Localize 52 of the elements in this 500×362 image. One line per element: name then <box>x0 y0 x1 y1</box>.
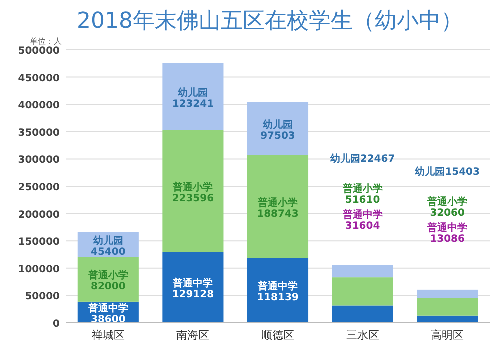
data-label: 45400 <box>91 246 126 258</box>
bar <box>247 102 309 156</box>
text: 幼儿园 <box>178 88 208 99</box>
y-tick-label: 200000 <box>18 210 60 221</box>
x-tick-label: 南海区 <box>176 329 210 342</box>
y-tick-label: 250000 <box>18 182 60 194</box>
data-label: 38600 <box>91 314 126 326</box>
annotation: 普通中学 13086 <box>426 222 468 245</box>
text: 普通中学 <box>258 282 298 293</box>
annotation: 幼儿园15403 <box>414 166 480 178</box>
annotation: 普通中学 31604 <box>342 209 383 232</box>
bar <box>417 316 478 323</box>
data-label: 129128 <box>172 290 214 301</box>
data-label: 188743 <box>257 208 299 220</box>
y-tick-label: 100000 <box>18 264 60 276</box>
text: 普通小学 <box>173 182 214 194</box>
bar <box>332 265 394 278</box>
data-label: 123241 <box>172 98 214 110</box>
x-tick-label: 禅城区 <box>92 329 125 342</box>
y-tick-label: 450000 <box>18 73 60 84</box>
annotation: 幼儿园22467 <box>329 153 396 165</box>
data-label: 223596 <box>172 193 214 204</box>
y-tick-label: 400000 <box>18 100 60 112</box>
bar <box>417 290 478 298</box>
series-label: 幼儿园 <box>92 234 124 247</box>
x-tick-label: 高明区 <box>431 329 464 342</box>
bar <box>162 130 224 252</box>
data-label: 82000 <box>91 282 126 293</box>
y-tick-label: 50000 <box>25 292 60 303</box>
text: 普通中学 <box>173 278 214 290</box>
y-tick-label: 150000 <box>18 237 60 248</box>
bar <box>162 63 224 130</box>
annotation: 普通小学 32060 <box>426 196 468 219</box>
bar <box>332 278 394 306</box>
x-tick-label: 三水区 <box>346 329 380 342</box>
text: 普通小学 <box>88 270 128 282</box>
series-label: 普通中学 <box>87 302 128 314</box>
data-label: 118139 <box>257 292 299 304</box>
data-label: 97503 <box>260 130 296 142</box>
bar <box>247 155 309 258</box>
annotation: 普通小学 51610 <box>342 183 383 206</box>
y-tick-label: 350000 <box>18 128 60 139</box>
bar <box>332 306 394 323</box>
series-label: 普通小学 <box>257 196 298 209</box>
y-tick-label: 300000 <box>18 155 60 166</box>
chart-title: 2018年末佛山五区在校学生（幼小中） <box>77 9 463 34</box>
y-tick-label: 500000 <box>18 46 60 57</box>
text: 单位：人 <box>30 37 62 46</box>
bar <box>417 298 478 316</box>
text: 幼儿园 <box>263 120 293 131</box>
y-tick-label: 0 <box>53 319 60 330</box>
x-tick-label: 顺德区 <box>262 329 294 342</box>
